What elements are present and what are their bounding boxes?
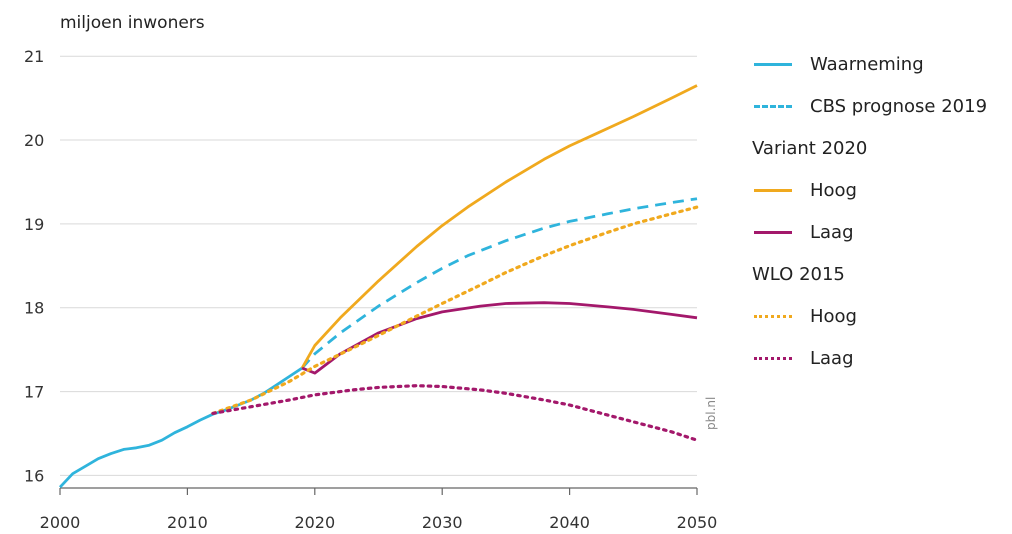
legend-swatch — [754, 231, 792, 234]
legend-entry: Waarneming — [752, 44, 1002, 86]
source-credit: pbl.nl — [704, 396, 718, 430]
axes: 16 17 18 19 20 21 2000 2010 2020 2030 2040 2050 — [24, 47, 717, 532]
legend-entry: CBS prognose 2019 — [752, 86, 1002, 128]
legend-label: Laag — [810, 222, 854, 243]
legend: Waarneming CBS prognose 2019 Variant 2020 H… — [752, 44, 1002, 380]
series-line-waarneming — [58, 366, 303, 489]
series-lines — [58, 84, 699, 489]
series-line-variant-2020-hoog — [300, 84, 698, 369]
series-line-wlo-2015-laag — [211, 384, 699, 442]
legend-label: Waarneming — [810, 54, 924, 75]
y-tick-label: 17 — [24, 383, 44, 402]
legend-label: Hoog — [810, 180, 857, 201]
series-line-cbs-prognose-2019 — [301, 197, 698, 370]
y-axis-unit-label: miljoen inwoners — [60, 13, 205, 33]
y-tick-label: 21 — [24, 47, 44, 66]
legend-label: Laag — [810, 348, 854, 369]
legend-entry: Hoog — [752, 170, 1002, 212]
y-tick-label: 19 — [24, 215, 44, 234]
x-tick-label: 2020 — [294, 513, 335, 532]
legend-entry: Hoog — [752, 296, 1002, 338]
series-line-wlo-2015-hoog — [211, 205, 699, 415]
legend-group-heading: Variant 2020 — [752, 138, 868, 159]
legend-label: Hoog — [810, 306, 857, 327]
legend-swatch — [754, 189, 792, 192]
legend-swatch — [754, 63, 792, 66]
x-tick-label: 2030 — [422, 513, 463, 532]
y-tick-label: 18 — [24, 299, 44, 318]
x-tick-label: 2000 — [40, 513, 81, 532]
x-tick-label: 2050 — [677, 513, 718, 532]
x-tick-label: 2040 — [549, 513, 590, 532]
series-line-variant-2020-laag — [301, 301, 698, 375]
y-tick-label: 16 — [24, 466, 44, 485]
legend-swatch — [754, 357, 792, 360]
legend-entry: Laag — [752, 212, 1002, 254]
legend-entry: Laag — [752, 338, 1002, 380]
legend-group-heading: WLO 2015 — [752, 264, 845, 285]
legend-label: CBS prognose 2019 — [810, 96, 988, 117]
x-tick-label: 2010 — [167, 513, 208, 532]
legend-swatch — [754, 315, 792, 318]
legend-swatch — [754, 105, 792, 108]
y-tick-label: 20 — [24, 131, 44, 150]
